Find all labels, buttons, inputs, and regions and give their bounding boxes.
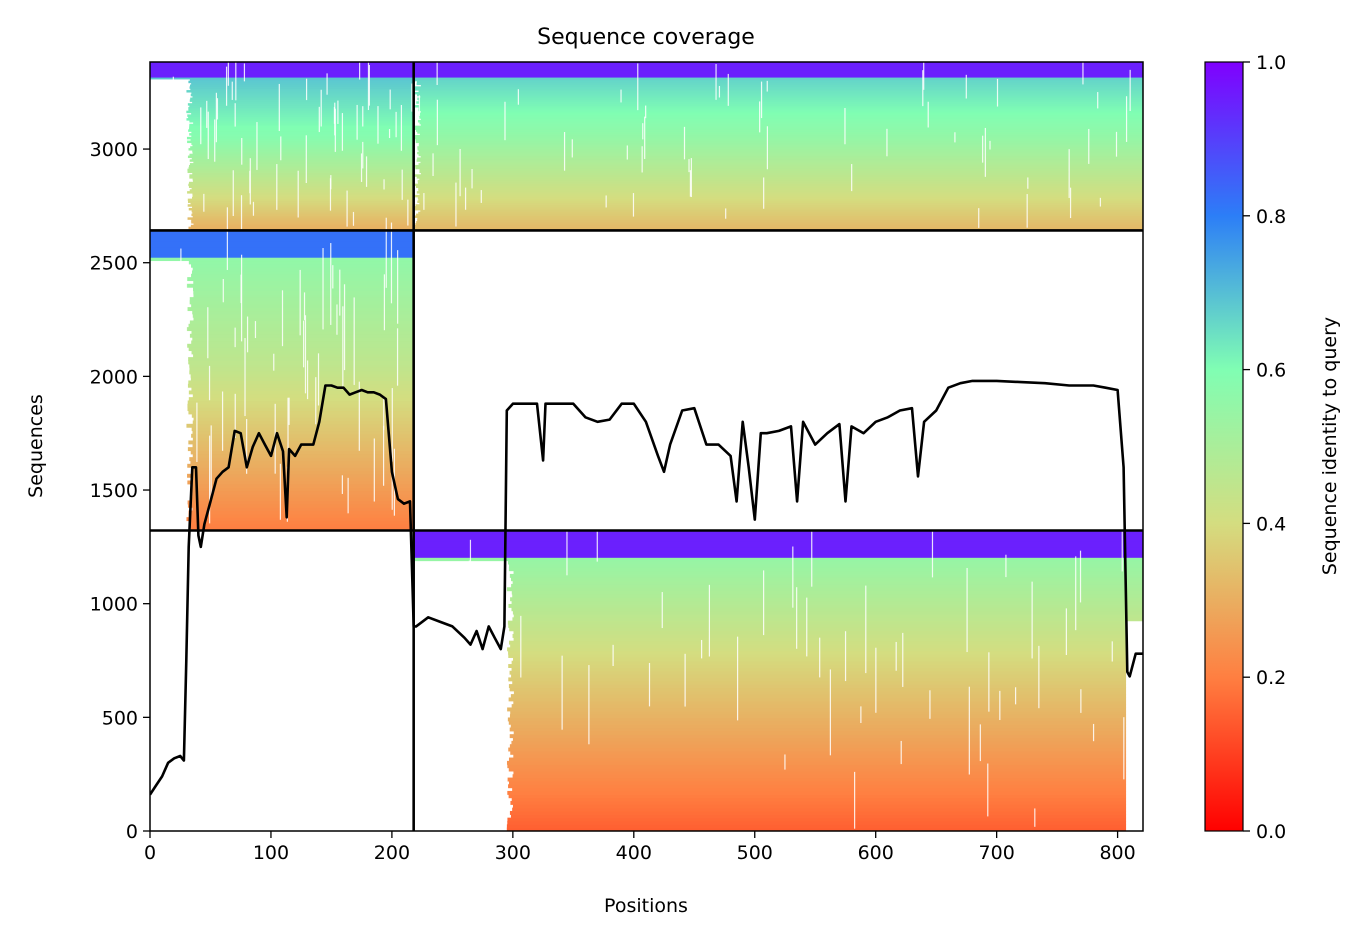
x-axis-label: Positions bbox=[604, 895, 688, 917]
x-tick-100: 100 bbox=[253, 831, 289, 864]
x-tick-300: 300 bbox=[495, 831, 531, 864]
colorbar-tick-0.8: 0.8 bbox=[1243, 206, 1286, 228]
y-tick-2500: 2500 bbox=[90, 253, 150, 275]
colorbar-tick-label-0.4: 0.4 bbox=[1256, 513, 1286, 535]
y-tick-label-3000: 3000 bbox=[90, 139, 138, 161]
colorbar-tick-label-1.0: 1.0 bbox=[1256, 52, 1286, 74]
heatmap-block-2 bbox=[413, 62, 1143, 232]
x-tick-label-400: 400 bbox=[616, 842, 652, 864]
y-tick-label-500: 500 bbox=[102, 707, 138, 729]
colorbar-tick-1.0: 1.0 bbox=[1243, 52, 1286, 74]
y-tick-1000: 1000 bbox=[90, 594, 150, 616]
x-tick-label-200: 200 bbox=[374, 842, 410, 864]
y-tick-label-0: 0 bbox=[126, 821, 138, 843]
colorbar-tick-label-0.0: 0.0 bbox=[1256, 821, 1286, 843]
y-tick-0: 0 bbox=[126, 821, 150, 843]
x-tick-label-700: 700 bbox=[979, 842, 1015, 864]
x-tick-label-800: 800 bbox=[1099, 842, 1135, 864]
colorbar-label: Sequence identity to query bbox=[1319, 317, 1341, 575]
x-tick-label-0: 0 bbox=[144, 842, 156, 864]
y-tick-3000: 3000 bbox=[90, 139, 150, 161]
x-tick-label-100: 100 bbox=[253, 842, 289, 864]
y-axis: 0 500 1000 1500 2000 2500 3000 bbox=[90, 139, 150, 843]
heatmap-block-1 bbox=[150, 62, 414, 232]
x-axis: 0 100 200 300 400 500 600 700 800 bbox=[144, 831, 1136, 864]
x-tick-label-500: 500 bbox=[737, 842, 773, 864]
colorbar-ticks: 0.0 0.2 0.4 0.6 0.8 1.0 bbox=[1243, 52, 1286, 843]
coverage-heatmap bbox=[150, 62, 1143, 831]
y-tick-500: 500 bbox=[102, 707, 150, 729]
colorbar-tick-label-0.8: 0.8 bbox=[1256, 206, 1286, 228]
x-tick-200: 200 bbox=[374, 831, 410, 864]
y-tick-label-2000: 2000 bbox=[90, 366, 138, 388]
y-tick-1500: 1500 bbox=[90, 480, 150, 502]
x-tick-700: 700 bbox=[979, 831, 1015, 864]
y-tick-label-1000: 1000 bbox=[90, 594, 138, 616]
plot-frame bbox=[149, 61, 1144, 832]
x-tick-600: 600 bbox=[858, 831, 894, 864]
coverage-line bbox=[150, 379, 1143, 796]
colorbar-tick-0.2: 0.2 bbox=[1243, 667, 1286, 689]
chart-title: Sequence coverage bbox=[537, 25, 755, 50]
y-axis-label: Sequences bbox=[25, 394, 47, 498]
y-tick-label-2500: 2500 bbox=[90, 253, 138, 275]
x-tick-0: 0 bbox=[144, 831, 156, 864]
y-tick-label-1500: 1500 bbox=[90, 480, 138, 502]
colorbar-tick-0.6: 0.6 bbox=[1243, 360, 1286, 382]
colorbar-tick-label-0.2: 0.2 bbox=[1256, 667, 1286, 689]
x-tick-400: 400 bbox=[616, 831, 652, 864]
y-tick-2000: 2000 bbox=[90, 366, 150, 388]
heatmap-block-4 bbox=[413, 487, 1143, 831]
colorbar-tick-0.4: 0.4 bbox=[1243, 513, 1286, 535]
colorbar-tick-0.0: 0.0 bbox=[1243, 821, 1286, 843]
x-tick-label-300: 300 bbox=[495, 842, 531, 864]
x-tick-500: 500 bbox=[737, 831, 773, 864]
x-tick-800: 800 bbox=[1099, 831, 1136, 864]
colorbar-tick-label-0.6: 0.6 bbox=[1256, 360, 1286, 382]
x-tick-label-600: 600 bbox=[858, 842, 894, 864]
colorbar bbox=[1204, 61, 1244, 832]
chain-boundaries bbox=[150, 62, 1143, 831]
heatmap-block-3 bbox=[150, 207, 414, 532]
